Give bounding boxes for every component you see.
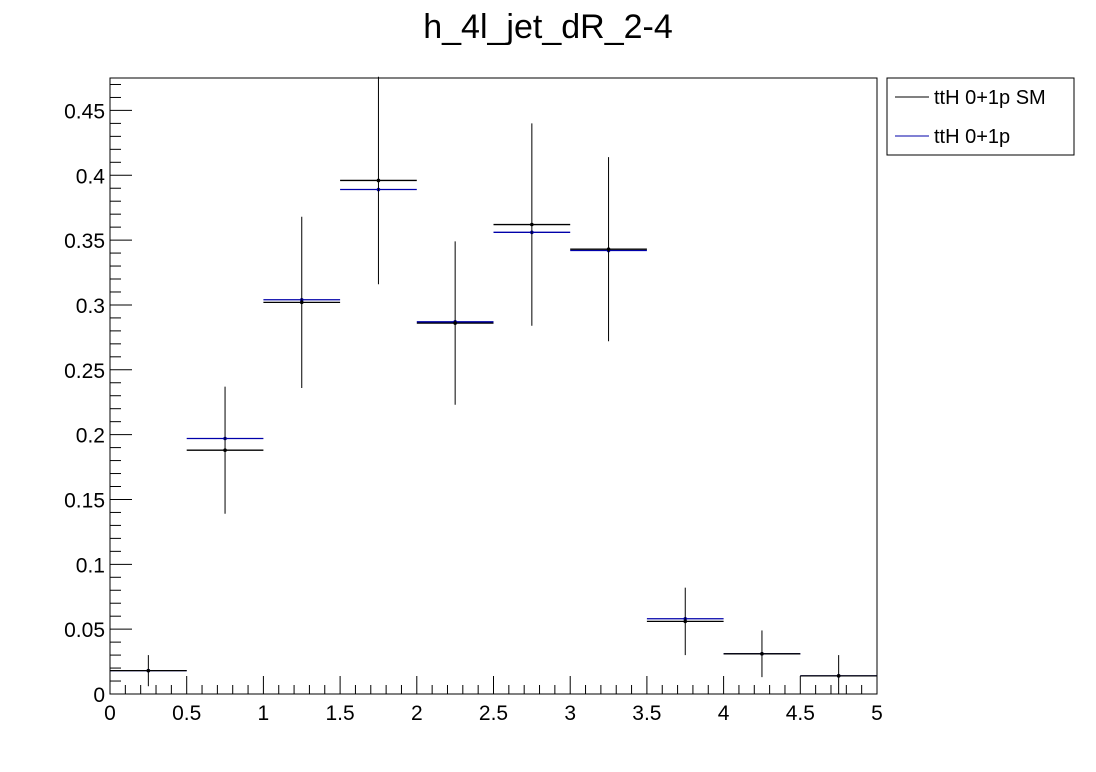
- series-0-point: [836, 674, 841, 678]
- series-0-point: [683, 619, 688, 624]
- series-0-point: [530, 222, 534, 227]
- series-0-point: [146, 668, 151, 673]
- y-tick-label: 0.05: [64, 619, 105, 642]
- y-tick-label: 0.35: [64, 230, 105, 253]
- y-axis: 0 0.05 0.1 0.15 0.2 0.25 0.3 0.35 0.4 0.45: [64, 83, 132, 707]
- x-tick-label: 3: [564, 702, 576, 725]
- series-0-point: [376, 178, 381, 183]
- y-tick-label: 0: [93, 684, 105, 707]
- x-tick-label: 4.5: [786, 702, 815, 725]
- x-tick-label: 5: [871, 702, 883, 725]
- series-0-point: [453, 321, 457, 325]
- legend-label-ttH-SM: ttH 0+1p SM: [934, 87, 1046, 109]
- x-tick-label: 4: [718, 702, 730, 725]
- series-0-point: [606, 247, 611, 251]
- y-tick-label: 0.4: [76, 165, 106, 188]
- series-0-point: [223, 448, 227, 452]
- legend-label-ttH: ttH 0+1p: [934, 126, 1010, 148]
- x-tick-label: 0: [104, 702, 116, 725]
- y-tick-label: 0.25: [64, 360, 105, 383]
- y-tick-label: 0.45: [64, 100, 105, 123]
- y-tick-label: 0.1: [76, 554, 105, 577]
- y-tick-label: 0.2: [76, 425, 105, 448]
- series-0-point: [299, 300, 304, 305]
- x-tick-label: 2: [411, 702, 423, 725]
- x-tick-label: 2.5: [479, 702, 508, 725]
- chart-title: h_4l_jet_dR_2-4: [423, 8, 673, 46]
- plot-frame: [109, 77, 878, 695]
- legend: ttH 0+1p SM ttH 0+1p: [886, 77, 1075, 156]
- series-layer: [110, 76, 877, 694]
- x-tick-label: 1.5: [325, 702, 354, 725]
- x-tick-label: 1: [258, 702, 270, 725]
- y-tick-label: 0.3: [76, 295, 105, 318]
- x-tick-label: 0.5: [172, 702, 201, 725]
- x-axis: 0 0.5 1 1.5 2 2.5 3 3.5 4 4.5 5: [104, 676, 883, 725]
- y-tick-label: 0.15: [64, 489, 105, 512]
- legend-box: [886, 77, 1075, 156]
- series-0-point: [760, 651, 764, 656]
- x-tick-label: 3.5: [632, 702, 661, 725]
